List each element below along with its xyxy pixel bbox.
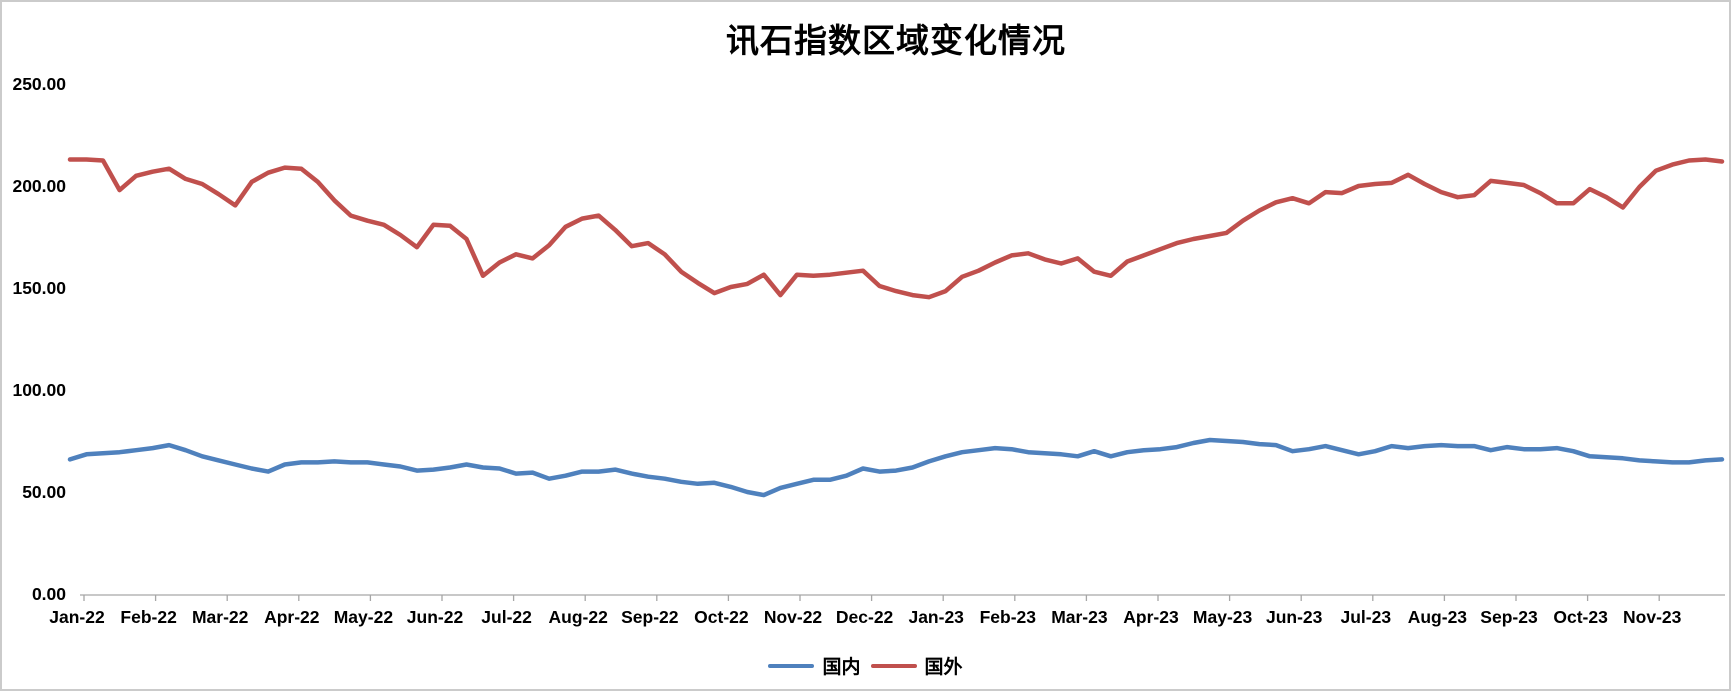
y-axis-label: 50.00 — [22, 482, 66, 502]
x-axis-label: Jan-23 — [908, 607, 964, 627]
x-axis-label: Oct-23 — [1553, 607, 1608, 627]
x-axis-label: Apr-22 — [264, 607, 320, 627]
x-axis-label: Mar-23 — [1051, 607, 1108, 627]
x-axis-label: Mar-22 — [192, 607, 249, 627]
series-line-foreign — [67, 157, 1725, 300]
x-axis-label: Feb-23 — [980, 607, 1037, 627]
y-axis-label: 100.00 — [12, 380, 66, 400]
legend-item-domestic[interactable]: 国内 — [768, 652, 861, 679]
x-axis-label: May-22 — [334, 607, 394, 627]
x-axis-label: Sep-22 — [621, 607, 679, 627]
x-axis-label: Dec-22 — [836, 607, 894, 627]
legend-item-foreign[interactable]: 国外 — [870, 652, 963, 679]
x-axis-label: Sep-23 — [1480, 607, 1538, 627]
x-axis-label: Jul-22 — [481, 607, 532, 627]
legend-label-foreign: 国外 — [924, 656, 963, 678]
y-axis-label: 200.00 — [12, 176, 66, 196]
x-axis-label: Nov-22 — [764, 607, 823, 627]
y-axis-label: 0.00 — [32, 584, 66, 604]
x-axis-label: Aug-22 — [549, 607, 609, 627]
x-axis-label: Oct-22 — [694, 607, 749, 627]
y-axis-label: 150.00 — [12, 278, 66, 298]
x-axis-label: Jun-22 — [407, 607, 464, 627]
legend: 国内 国外 — [2, 652, 1729, 679]
x-axis-label: Aug-23 — [1408, 607, 1468, 627]
x-axis-label: May-23 — [1193, 607, 1253, 627]
chart-title: 讯石指数区域变化情况 — [726, 21, 1066, 60]
x-axis-label: Jul-23 — [1341, 607, 1392, 627]
x-axis-label: Apr-23 — [1123, 607, 1179, 627]
legend-swatch-domestic — [768, 663, 815, 668]
series-line-domestic — [67, 437, 1725, 498]
x-axis-label: Feb-22 — [120, 607, 177, 627]
y-axis-label: 250.00 — [12, 74, 66, 94]
legend-label-domestic: 国内 — [822, 656, 861, 678]
x-axis-label: Nov-23 — [1623, 607, 1682, 627]
x-axis-label: Jun-23 — [1266, 607, 1323, 627]
x-axis-label: Jan-22 — [49, 607, 105, 627]
legend-swatch-foreign — [870, 663, 917, 668]
